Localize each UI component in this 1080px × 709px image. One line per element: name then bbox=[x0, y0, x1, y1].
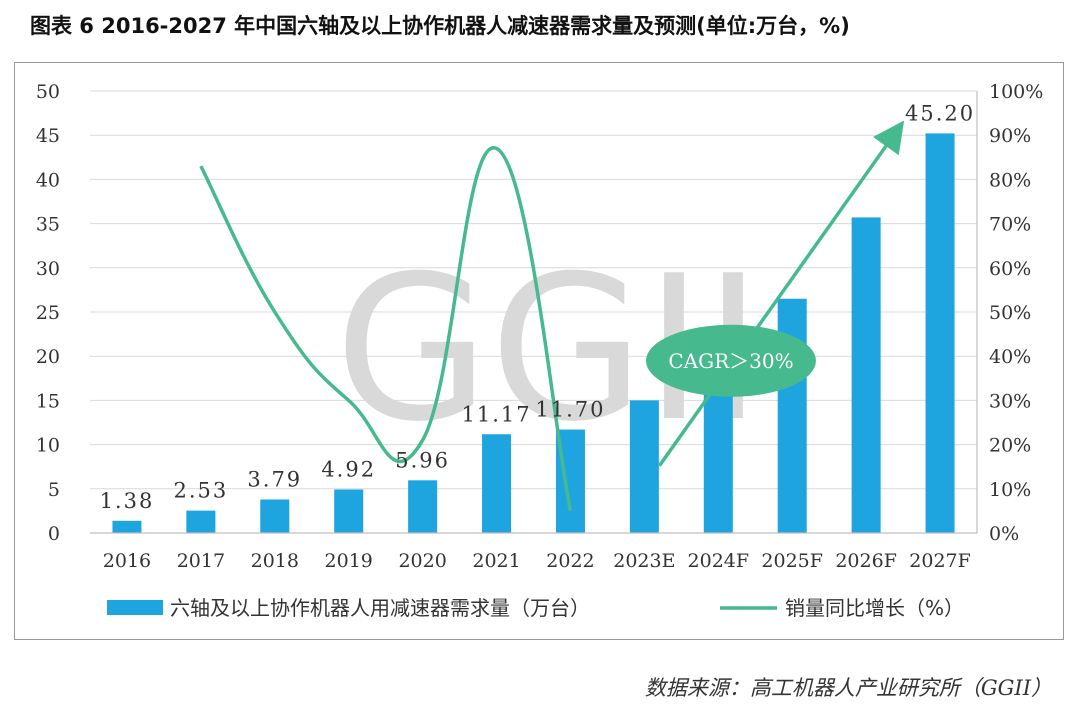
bar bbox=[260, 499, 290, 533]
legend-line-label: 销量同比增长（%） bbox=[785, 596, 964, 620]
y-right-tick-label: 70% bbox=[989, 214, 1031, 236]
bar bbox=[629, 400, 659, 533]
bar-data-label: 1.38 bbox=[100, 489, 155, 513]
y-left-tick-label: 50 bbox=[36, 81, 60, 103]
bar bbox=[334, 489, 364, 533]
bar-data-label: 45.20 bbox=[905, 101, 975, 125]
x-tick-label: 2016 bbox=[103, 550, 151, 572]
x-tick-label: 2026F bbox=[835, 550, 897, 572]
y-left-tick-label: 0 bbox=[48, 523, 60, 545]
y-left-tick-label: 10 bbox=[36, 435, 60, 457]
y-left-tick-label: 30 bbox=[36, 258, 60, 280]
cagr-arrow bbox=[657, 120, 905, 467]
y-left-tick-label: 5 bbox=[48, 479, 60, 501]
x-tick-label: 2021 bbox=[472, 550, 520, 572]
x-tick-label: 2023E bbox=[613, 550, 675, 572]
y-left-tick-label: 35 bbox=[36, 214, 60, 236]
bar bbox=[112, 520, 142, 533]
x-tick-label: 2024F bbox=[688, 550, 750, 572]
bar-data-label: 11.17 bbox=[461, 402, 531, 426]
legend-bar-label: 六轴及以上协作机器人用减速器需求量（万台） bbox=[170, 596, 590, 620]
bar bbox=[408, 480, 438, 533]
bar-data-label: 3.79 bbox=[247, 467, 302, 491]
y-right-tick-label: 60% bbox=[989, 258, 1031, 280]
x-tick-label: 2020 bbox=[398, 550, 446, 572]
y-right-tick-label: 40% bbox=[989, 346, 1031, 368]
y-right-tick-label: 30% bbox=[989, 390, 1031, 412]
x-tick-label: 2027F bbox=[909, 550, 971, 572]
bar bbox=[186, 510, 216, 533]
y-left-tick-label: 45 bbox=[36, 125, 60, 147]
bar bbox=[925, 133, 955, 533]
bar-data-label: 2.53 bbox=[173, 479, 228, 503]
chart-frame: GGII 1.38 2.53 3.79 4.92 5.96 11.17 11.70 45.20… bbox=[14, 62, 1064, 640]
x-tick-label: 2018 bbox=[251, 550, 299, 572]
x-tick-label: 2025F bbox=[761, 550, 823, 572]
y-right-tick-label: 10% bbox=[989, 479, 1031, 501]
y-left-tick-label: 25 bbox=[36, 302, 60, 324]
bar-data-label: 5.96 bbox=[395, 448, 450, 472]
bar bbox=[482, 434, 512, 533]
y-right-tick-label: 80% bbox=[989, 169, 1031, 191]
x-tick-label: 2019 bbox=[325, 550, 373, 572]
y-right-tick-label: 100% bbox=[989, 81, 1043, 103]
y-left-tick-label: 40 bbox=[36, 169, 60, 191]
chart-title: 图表 6 2016-2027 年中国六轴及以上协作机器人减速器需求量及预测(单位… bbox=[30, 14, 850, 38]
y-right-tick-label: 0% bbox=[989, 523, 1019, 545]
cagr-label: CAGR＞30% bbox=[668, 349, 793, 373]
y-right-tick-label: 50% bbox=[989, 302, 1031, 324]
y-left-tick-label: 20 bbox=[36, 346, 60, 368]
x-tick-label: 2022 bbox=[546, 550, 594, 572]
legend-bar-swatch bbox=[107, 600, 163, 615]
source-note: 数据来源：高工机器人产业研究所（GGII） bbox=[644, 676, 1052, 700]
cagr-badge bbox=[645, 324, 816, 397]
y-right-tick-label: 90% bbox=[989, 125, 1031, 147]
bar-data-label: 4.92 bbox=[321, 458, 376, 482]
y-right-tick-label: 20% bbox=[989, 435, 1031, 457]
bar bbox=[851, 217, 881, 534]
x-tick-label: 2017 bbox=[177, 550, 225, 572]
bar-data-label: 11.70 bbox=[535, 398, 605, 422]
y-left-tick-label: 15 bbox=[36, 390, 60, 412]
